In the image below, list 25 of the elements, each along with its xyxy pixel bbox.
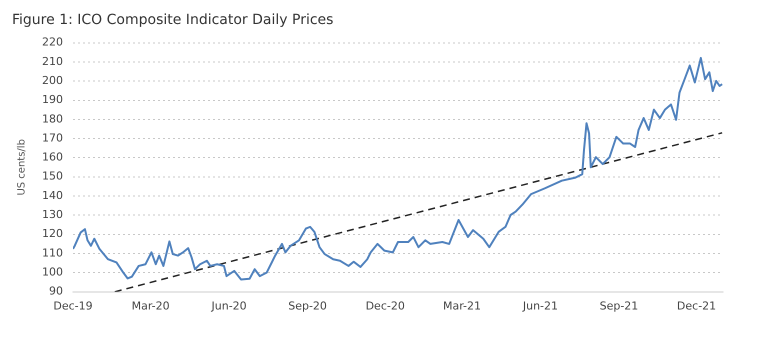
x-tick-label: Dec-20 (366, 299, 405, 312)
x-tick-label: Dec-21 (676, 299, 716, 312)
y-tick-label: 160 (42, 150, 63, 164)
x-tick-label: Dec-19 (53, 299, 93, 312)
y-tick-label: 130 (42, 208, 63, 222)
y-tick-label: 150 (42, 170, 63, 183)
x-tick-label: Jun-21 (522, 299, 558, 312)
x-tick-label: Sep-20 (288, 299, 327, 312)
y-tick-label: 220 (42, 36, 63, 49)
x-tick-label: Jun-20 (210, 299, 247, 312)
y-tick-label: 170 (42, 131, 63, 144)
y-tick-label: 100 (42, 266, 63, 279)
y-axis-title: US cents/lb (16, 139, 28, 196)
y-tick-label: 140 (42, 188, 63, 202)
chart-title: Figure 1: ICO Composite Indicator Daily Prices (12, 12, 334, 28)
y-tick-label: 210 (42, 54, 63, 68)
x-tick-label: Sep-21 (600, 299, 638, 312)
y-tick-label: 190 (42, 93, 63, 106)
y-tick-label: 120 (42, 227, 63, 240)
y-tick-label: 90 (48, 284, 63, 298)
x-tick-label: Mar-21 (442, 299, 481, 312)
y-tick-label: 110 (42, 246, 63, 260)
y-tick-label: 200 (42, 74, 63, 87)
y-tick-label: 180 (42, 112, 63, 126)
x-tick-label: Mar-20 (132, 299, 170, 312)
